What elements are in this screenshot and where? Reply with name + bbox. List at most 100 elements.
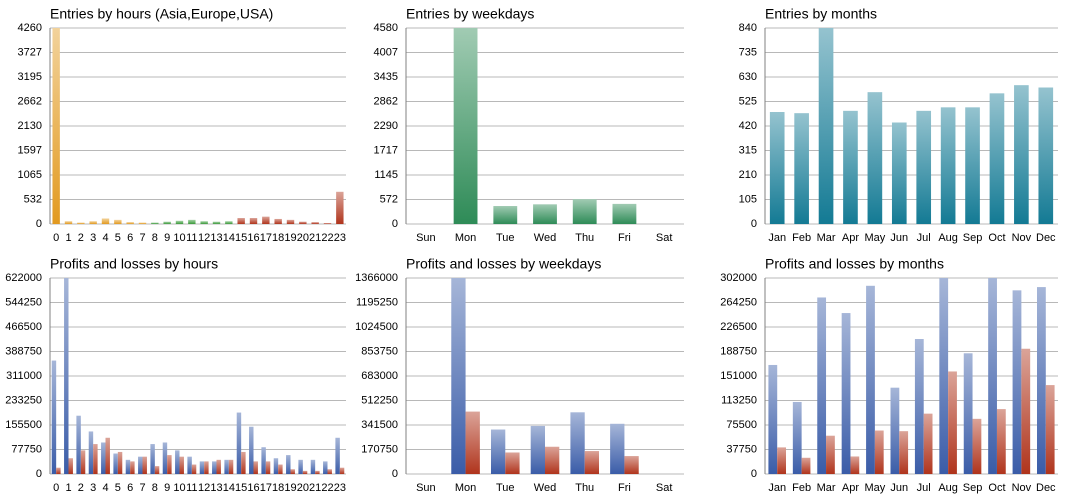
- bar: [93, 444, 98, 474]
- x-tick-label: Oct: [988, 232, 1005, 244]
- y-tick-label: 311000: [6, 370, 42, 382]
- bar: [311, 222, 319, 224]
- bar: [273, 458, 279, 474]
- x-tick-label: May: [864, 232, 885, 244]
- bar: [1012, 290, 1022, 474]
- y-tick-label: 105: [739, 193, 757, 205]
- y-tick-label: 388750: [5, 345, 42, 357]
- y-tick-label: 2662: [18, 95, 42, 107]
- bar: [89, 221, 97, 224]
- bar: [1037, 287, 1046, 474]
- bar: [105, 437, 110, 474]
- bar: [114, 219, 122, 224]
- bar: [850, 456, 860, 474]
- bar: [249, 426, 254, 474]
- bar: [163, 221, 171, 224]
- x-tick-label: Sun: [416, 232, 436, 244]
- bar: [125, 459, 131, 474]
- y-tick-label: 2862: [374, 95, 398, 107]
- x-tick-label: Aug: [938, 482, 958, 494]
- chart-title: Profits and losses by hours: [50, 256, 218, 272]
- x-tick-label: 12: [198, 482, 210, 494]
- y-tick-label: 2130: [18, 120, 42, 132]
- x-tick-label: 17: [260, 482, 272, 494]
- bar: [336, 191, 344, 224]
- x-tick-label: Sat: [656, 232, 673, 244]
- bar: [175, 220, 184, 224]
- bar: [113, 453, 118, 474]
- x-tick-label: 22: [321, 482, 333, 494]
- bar: [624, 456, 639, 474]
- bar: [914, 339, 924, 474]
- x-tick-label: Mar: [817, 232, 836, 244]
- y-tick-label: 2290: [374, 120, 398, 132]
- bar: [988, 278, 997, 474]
- bar: [1021, 348, 1031, 474]
- x-tick-label: May: [864, 482, 885, 494]
- y-tick-label: 4260: [18, 22, 42, 34]
- x-tick-label: 23: [334, 482, 346, 494]
- bar: [175, 450, 180, 474]
- bar: [151, 222, 159, 224]
- bar: [138, 456, 143, 474]
- x-tick-label: 12: [198, 232, 210, 244]
- bar: [200, 221, 208, 224]
- bar: [299, 221, 307, 224]
- y-tick-label: 735: [739, 46, 757, 58]
- bar: [126, 222, 134, 224]
- bar: [493, 206, 518, 224]
- bar: [64, 221, 73, 224]
- bar: [302, 470, 308, 474]
- bar: [610, 423, 625, 474]
- chart-title: Entries by months: [765, 6, 877, 22]
- bar: [794, 113, 809, 224]
- bar: [323, 461, 328, 474]
- bar: [891, 122, 907, 224]
- bar: [817, 297, 827, 474]
- y-tick-label: 3435: [374, 71, 398, 83]
- chart-title: Profits and losses by months: [765, 256, 944, 272]
- x-tick-label: Sat: [656, 482, 673, 494]
- bar: [940, 107, 956, 224]
- x-tick-label: 18: [272, 482, 284, 494]
- x-tick-label: Mon: [455, 232, 476, 244]
- bar: [874, 430, 884, 474]
- bar: [939, 278, 949, 474]
- bar: [818, 28, 834, 224]
- y-tick-label: 1717: [374, 144, 398, 156]
- x-tick-label: Tue: [496, 232, 515, 244]
- x-tick-label: Nov: [1012, 232, 1032, 244]
- bar: [768, 364, 778, 474]
- y-tick-label: 151000: [720, 370, 757, 382]
- bar: [228, 459, 234, 474]
- y-tick-label: 264250: [720, 296, 757, 308]
- bar: [545, 446, 560, 474]
- x-tick-label: Sep: [963, 232, 983, 244]
- bar: [52, 28, 60, 224]
- bar: [253, 461, 258, 474]
- x-tick-label: 7: [139, 232, 145, 244]
- y-tick-label: 1366000: [355, 272, 398, 284]
- bar: [801, 457, 811, 474]
- x-tick-label: Jun: [890, 482, 908, 494]
- y-tick-label: 683000: [361, 370, 398, 382]
- bar: [249, 218, 258, 224]
- bar: [64, 278, 69, 474]
- x-tick-label: 22: [321, 232, 333, 244]
- bar: [972, 418, 982, 474]
- y-tick-label: 532: [24, 193, 42, 205]
- y-tick-label: 3727: [18, 46, 42, 58]
- bar: [162, 442, 168, 474]
- y-tick-label: 3195: [18, 71, 42, 83]
- bar: [533, 204, 557, 224]
- y-tick-label: 572: [380, 193, 398, 205]
- bar: [76, 415, 81, 474]
- bar: [265, 461, 271, 474]
- bar: [77, 222, 85, 224]
- y-tick-label: 4580: [374, 22, 398, 34]
- bar: [948, 371, 957, 474]
- bar: [572, 199, 597, 224]
- y-tick-label: 622000: [5, 272, 42, 284]
- bar: [199, 461, 205, 474]
- bar: [179, 456, 184, 474]
